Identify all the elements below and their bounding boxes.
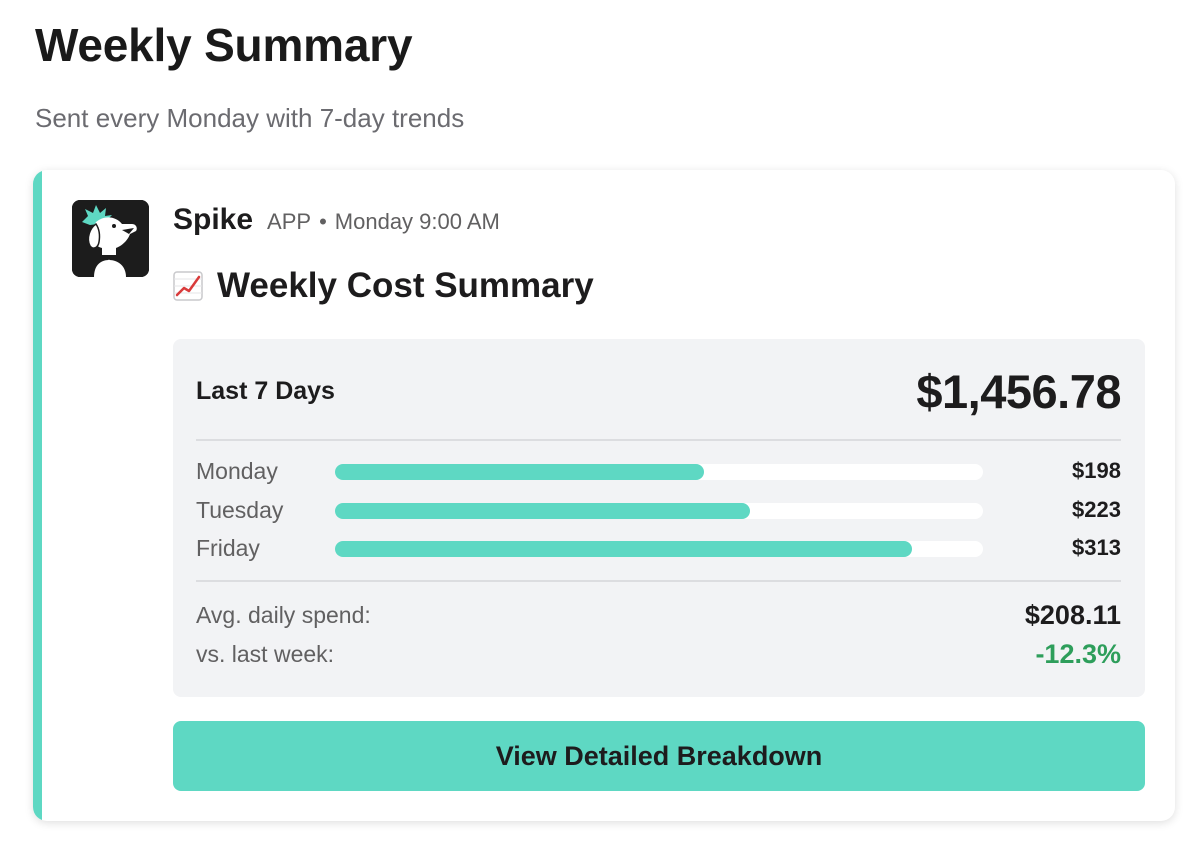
avatar[interactable] bbox=[72, 200, 149, 277]
week-change-label: vs. last week: bbox=[196, 641, 335, 667]
period-label: Last 7 Days bbox=[196, 377, 335, 405]
view-detailed-breakdown-button[interactable]: View Detailed Breakdown bbox=[173, 721, 1145, 791]
day-bar-fill bbox=[335, 464, 705, 480]
day-row-monday: Monday $198 bbox=[196, 456, 1121, 486]
week-change-value: -12.3% bbox=[1035, 639, 1121, 669]
day-amount: $313 bbox=[1072, 535, 1121, 560]
page-subtitle: Sent every Monday with 7-day trends bbox=[35, 103, 465, 133]
week-change-row: vs. last week: -12.3% bbox=[196, 637, 1121, 671]
day-bar-track bbox=[335, 503, 983, 519]
day-bar-fill bbox=[335, 541, 912, 557]
total-value: $1,456.78 bbox=[916, 365, 1121, 418]
header-separator: • bbox=[319, 209, 327, 234]
day-bar-track bbox=[335, 464, 983, 480]
avg-spend-label: Avg. daily spend: bbox=[196, 602, 371, 628]
message-header: Spike APP • Monday 9:00 AM bbox=[173, 203, 500, 243]
day-amount: $198 bbox=[1072, 458, 1121, 483]
day-label: Friday bbox=[196, 535, 260, 561]
summary-box: Last 7 Days $1,456.78 Monday $198 Tuesda… bbox=[173, 339, 1145, 697]
sender-name[interactable]: Spike bbox=[173, 203, 254, 236]
message-title-text: Weekly Cost Summary bbox=[217, 266, 594, 305]
day-label: Monday bbox=[196, 458, 278, 484]
day-label: Tuesday bbox=[196, 497, 284, 523]
day-bar-fill bbox=[335, 503, 750, 519]
dog-mascot-icon bbox=[72, 200, 149, 277]
avg-spend-row: Avg. daily spend: $208.11 bbox=[196, 598, 1121, 632]
day-row-friday: Friday $313 bbox=[196, 533, 1121, 563]
app-badge: APP bbox=[267, 209, 312, 234]
day-row-tuesday: Tuesday $223 bbox=[196, 495, 1121, 525]
summary-divider-bottom bbox=[196, 580, 1121, 582]
message-timestamp[interactable]: Monday 9:00 AM bbox=[334, 209, 500, 234]
day-bar-track bbox=[335, 541, 983, 557]
message-card: Spike APP • Monday 9:00 AM Weekly Cost S… bbox=[33, 170, 1175, 821]
page-title: Weekly Summary bbox=[35, 19, 413, 71]
card-accent-bar bbox=[33, 170, 42, 821]
day-amount: $223 bbox=[1072, 497, 1121, 522]
avg-spend-value: $208.11 bbox=[1024, 600, 1121, 630]
message-title: Weekly Cost Summary bbox=[173, 266, 594, 306]
summary-divider-top bbox=[196, 439, 1121, 441]
chart-increasing-emoji-icon bbox=[173, 271, 203, 301]
